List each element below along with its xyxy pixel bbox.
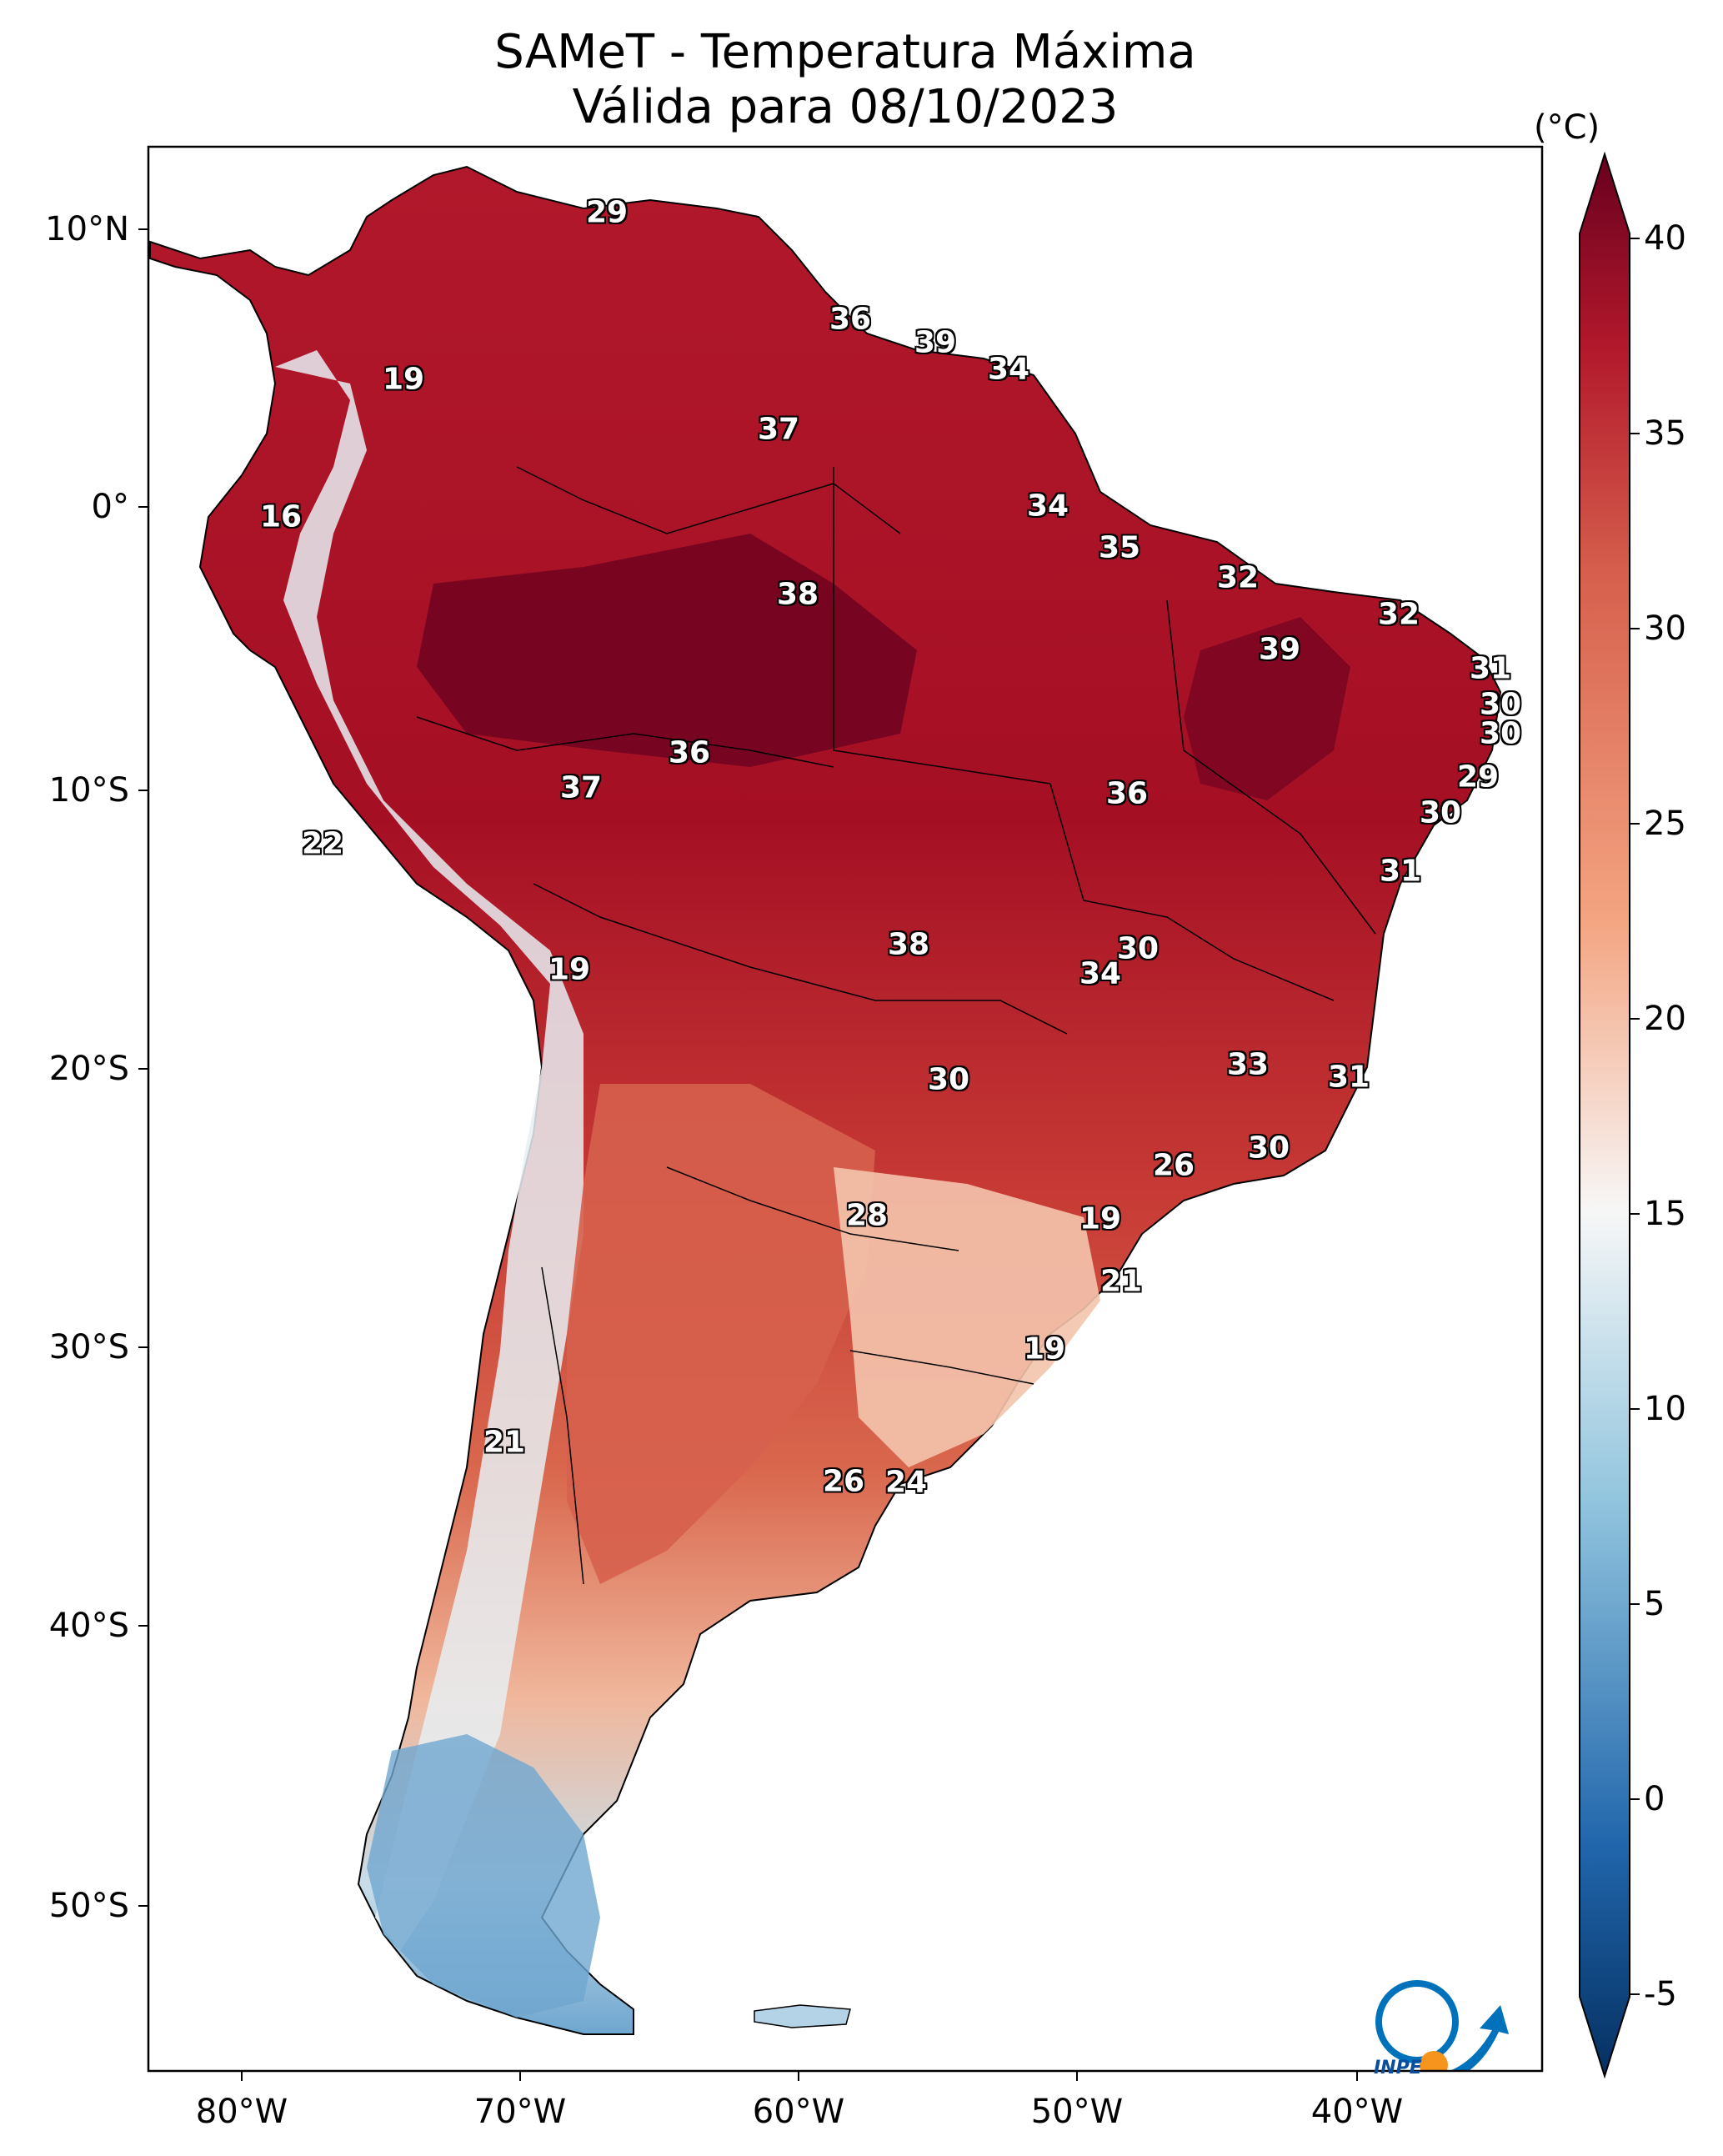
south-east-mild [834,1167,1100,1467]
colorbar-label: 40 [1644,219,1686,258]
lat-label: 30°S [48,1328,129,1366]
temperature-label: 32 [1377,597,1420,632]
lon-label: 40°W [1310,2093,1404,2131]
colorbar-unit: (°C) [1534,108,1600,147]
colorbar-label: -5 [1644,1975,1677,2013]
lon-label: 50°W [1030,2093,1124,2131]
south-warm-region [567,1084,875,1584]
temperature-label: 19 [1079,1201,1122,1236]
temperature-label: 21 [483,1425,526,1460]
temperature-label: 31 [1379,854,1422,889]
temperature-label: 30 [1419,795,1462,830]
map-title: SAMeT - Temperatura Máxima [494,25,1196,79]
lat-label: 20°S [48,1050,129,1088]
inpe-logo-icon [1375,1980,1509,2071]
lat-label: 40°S [48,1607,129,1645]
lat-tick-marks [138,228,148,1907]
temperature-label: 34 [987,352,1030,387]
lat-label: 10°N [45,210,129,248]
lat-label: 0° [91,488,129,526]
temperature-label: 39 [914,325,957,360]
temperature-label: 19 [1023,1331,1066,1366]
temperature-label: 16 [259,499,303,534]
colorbar-label: 20 [1644,1000,1686,1038]
lat-label: 10°S [48,771,129,810]
patagonia-cold [367,1734,600,2018]
temperature-label: 29 [1456,760,1500,795]
map-frame [147,145,1544,2073]
colorbar-label: 35 [1644,414,1686,453]
colorbar-ticks [1630,238,1640,1995]
temperature-label: 22 [301,826,344,861]
temperature-label: 34 [1026,489,1069,524]
colorbar [1579,151,1630,2079]
lat-label: 50°S [48,1887,129,1925]
temperature-label: 26 [1152,1148,1195,1183]
lon-label: 80°W [195,2093,288,2131]
temperature-label: 36 [1105,776,1149,811]
temperature-label: 34 [1079,956,1122,991]
temperature-label: 31 [1469,651,1512,686]
temperature-label: 28 [845,1198,889,1233]
temperature-label: 38 [776,577,819,612]
colorbar-label: 25 [1644,805,1686,843]
temperature-label: 24 [884,1465,928,1500]
temperature-label: 30 [1116,931,1160,966]
temperature-label: 37 [757,412,800,447]
colorbar-label: 15 [1644,1195,1686,1233]
temperature-label: 30 [927,1062,970,1097]
temperature-label: 36 [829,302,872,337]
temperature-label: 39 [1258,632,1301,667]
temperature-label: 36 [668,735,711,770]
temperature-label: 38 [887,927,930,962]
temperature-label: 21 [1099,1264,1143,1299]
lon-label: 70°W [473,2093,567,2131]
temperature-label: 37 [559,770,603,805]
temperature-label: 33 [1226,1047,1270,1082]
temperature-label: 31 [1327,1060,1370,1095]
temperature-label: 35 [1098,530,1141,565]
andes-cool-band [275,350,584,1951]
colorbar-label: 5 [1644,1585,1665,1623]
temperature-label: 19 [382,362,425,397]
temperature-label: 32 [1216,560,1260,595]
inpe-logo-text: INPE [1374,2058,1422,2078]
temperature-label: 29 [585,195,629,230]
temperature-label: 26 [822,1464,865,1499]
lon-tick-marks [241,2071,1358,2081]
temperature-label: 30 [1247,1131,1290,1166]
temperature-label: 30 [1479,716,1522,751]
map-subtitle: Válida para 08/10/2023 [572,80,1119,134]
colorbar-label: 30 [1644,609,1686,648]
temperature-label: 19 [548,952,591,987]
northeast-hot [1184,617,1350,800]
lon-label: 60°W [752,2093,845,2131]
falkland-islands [754,2004,851,2028]
colorbar-label: 10 [1644,1390,1686,1428]
country-borders [416,466,1376,1585]
temperature-label: 30 [1479,687,1522,722]
colorbar-label: 0 [1644,1780,1665,1818]
amazon-hot [417,534,917,767]
